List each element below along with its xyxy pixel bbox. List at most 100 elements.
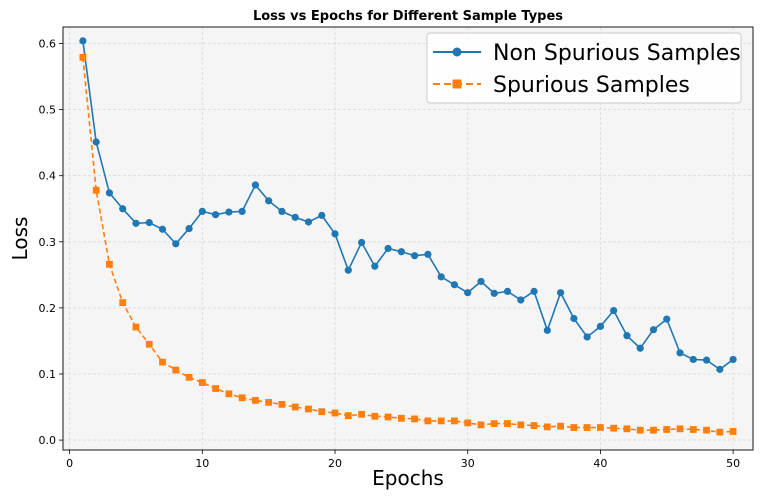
data-point-non-spurious: [464, 289, 472, 297]
x-tick-label: 30: [461, 457, 475, 470]
data-point-spurious: [185, 373, 193, 381]
data-point-non-spurious: [344, 266, 352, 274]
data-point-spurious: [397, 414, 405, 422]
chart-title: Loss vs Epochs for Different Sample Type…: [253, 9, 563, 24]
legend-label-spurious: Spurious Samples: [493, 73, 690, 98]
data-point-spurious: [451, 417, 458, 425]
data-point-non-spurious: [490, 289, 498, 297]
data-point-spurious: [318, 408, 326, 416]
data-point-non-spurious: [278, 207, 286, 216]
data-point-spurious: [650, 426, 657, 434]
data-point-non-spurious: [530, 287, 538, 295]
data-point-non-spurious: [331, 230, 339, 238]
data-point-non-spurious: [158, 225, 167, 233]
y-tick-label: 0.6: [39, 38, 57, 51]
x-tick-label: 50: [726, 457, 740, 470]
data-point-spurious: [371, 412, 379, 420]
data-point-spurious: [212, 385, 219, 392]
data-point-non-spurious: [172, 240, 180, 248]
data-point-spurious: [543, 423, 551, 431]
data-point-spurious: [79, 54, 87, 61]
data-point-non-spurious: [503, 287, 512, 295]
data-point-non-spurious: [371, 262, 379, 270]
data-point-non-spurious: [437, 273, 445, 281]
data-point-non-spurious: [583, 333, 591, 341]
data-point-non-spurious: [357, 238, 366, 247]
data-point-non-spurious: [636, 344, 644, 352]
data-point-spurious: [716, 428, 724, 436]
y-tick-label: 0.5: [39, 104, 57, 117]
legend-box: [426, 32, 742, 104]
data-point-non-spurious: [517, 296, 525, 304]
x-axis-title: Epochs: [372, 466, 444, 490]
y-tick-label: 0.4: [39, 170, 57, 183]
data-point-non-spurious: [424, 250, 432, 258]
data-point-spurious: [198, 379, 206, 386]
data-point-non-spurious: [92, 138, 100, 146]
data-point-spurious: [106, 260, 113, 268]
data-point-spurious: [159, 358, 166, 366]
data-point-spurious: [437, 417, 445, 425]
data-point-spurious: [557, 422, 564, 430]
data-point-non-spurious: [291, 213, 299, 221]
data-point-non-spurious: [397, 248, 405, 256]
data-point-non-spurious: [185, 224, 193, 233]
data-point-non-spurious: [623, 332, 631, 340]
y-tick-label: 0.3: [39, 236, 57, 249]
plot-frame: [62, 26, 754, 451]
data-point-non-spurious: [570, 314, 578, 323]
data-point-spurious: [464, 419, 472, 427]
data-point-non-spurious: [702, 356, 711, 364]
data-point-spurious: [583, 424, 591, 431]
x-tick-label: 10: [195, 457, 209, 470]
data-point-non-spurious: [729, 355, 737, 364]
data-point-spurious: [172, 366, 180, 374]
data-point-spurious: [384, 413, 392, 421]
data-point-spurious: [477, 421, 485, 429]
x-tick-label: 20: [328, 457, 342, 470]
data-point-spurious: [344, 412, 352, 420]
data-point-non-spurious: [663, 315, 671, 323]
data-point-spurious: [305, 405, 312, 413]
data-point-spurious: [424, 417, 432, 425]
data-point-non-spurious: [238, 207, 246, 216]
data-point-non-spurious: [211, 211, 220, 219]
data-point-non-spurious: [450, 281, 459, 289]
data-point-spurious: [636, 426, 644, 434]
data-point-non-spurious: [556, 289, 565, 297]
data-point-spurious: [92, 186, 100, 194]
y-tick-label: 0.1: [39, 368, 57, 381]
data-point-spurious: [145, 340, 153, 348]
data-point-spurious: [490, 420, 498, 427]
data-point-spurious: [610, 424, 618, 432]
data-point-spurious: [570, 424, 578, 431]
data-point-non-spurious: [265, 197, 273, 205]
data-point-non-spurious: [689, 355, 697, 364]
data-point-non-spurious: [119, 205, 127, 213]
data-point-non-spurious: [716, 365, 724, 373]
data-point-non-spurious: [304, 218, 313, 226]
data-point-spurious: [238, 394, 246, 402]
data-point-spurious: [703, 426, 710, 434]
series-non-spurious: [79, 37, 737, 373]
data-point-non-spurious: [132, 219, 140, 227]
data-point-spurious: [504, 420, 511, 427]
data-point-spurious: [119, 299, 127, 307]
series-line-non-spurious: [82, 40, 734, 371]
data-point-non-spurious: [384, 244, 392, 253]
series-layer: [79, 37, 737, 436]
y-tick-label: 0.0: [39, 434, 57, 447]
data-point-spurious: [132, 323, 140, 331]
legend-entry-non-spurious: Non Spurious Samples: [433, 41, 741, 66]
data-point-non-spurious: [145, 219, 153, 227]
legend: Non Spurious Samples Spurious Samples: [426, 32, 742, 104]
data-point-spurious: [225, 390, 233, 398]
data-point-spurious: [291, 403, 299, 411]
data-point-non-spurious: [610, 306, 618, 315]
data-point-spurious: [411, 415, 419, 423]
data-point-spurious: [265, 399, 273, 406]
legend-entry-spurious: Spurious Samples: [433, 73, 690, 98]
data-point-non-spurious: [198, 207, 206, 216]
data-point-spurious: [597, 424, 604, 431]
